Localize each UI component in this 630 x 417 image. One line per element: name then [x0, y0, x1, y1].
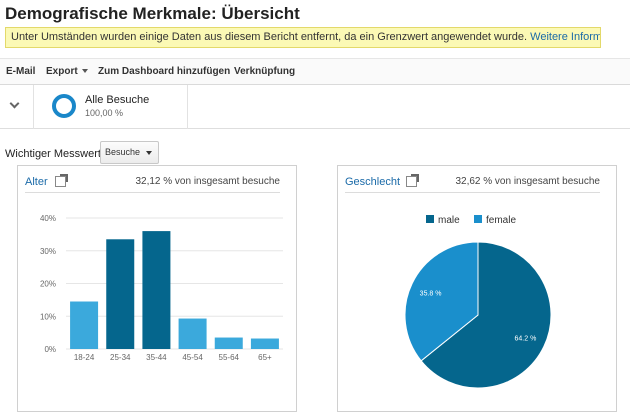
- y-tick-label: 20%: [40, 280, 56, 289]
- bar-55-64: [214, 337, 243, 349]
- x-tick-label: 65+: [258, 353, 272, 362]
- segment-percent: 100,00 %: [85, 108, 124, 118]
- pie-slice-male: [420, 241, 552, 389]
- legend-swatch-male: [426, 215, 434, 223]
- age-bar-chart: 0% 10% 20% 30% 40% 18-24 25-34 35-44 45-54 55-64 6…: [40, 214, 283, 362]
- metric-select[interactable]: Besuche: [100, 141, 159, 164]
- segment-toggle-button[interactable]: [0, 85, 34, 129]
- email-button[interactable]: E-Mail: [6, 66, 36, 77]
- x-tick-label: 45-54: [182, 353, 203, 362]
- add-to-dashboard-button[interactable]: Zum Dashboard hinzufügen: [98, 66, 231, 77]
- bar-18-24: [70, 301, 99, 349]
- export-label: Export: [46, 66, 78, 77]
- age-panel: Alter 32,12 % von insgesamt besuche 0% 10…: [17, 165, 297, 412]
- external-link-icon[interactable]: [55, 174, 68, 187]
- age-panel-title[interactable]: Alter: [25, 176, 48, 188]
- bar-35-44: [142, 231, 171, 349]
- y-tick-label: 0%: [44, 345, 56, 354]
- y-tick-label: 40%: [40, 214, 56, 223]
- metric-selected-value: Besuche: [105, 147, 141, 157]
- panel-divider: [345, 192, 600, 193]
- x-tick-label: 55-64: [219, 353, 240, 362]
- shortcut-button[interactable]: Verknüpfung: [234, 66, 296, 77]
- chevron-down-icon: [81, 69, 88, 74]
- gender-panel-title[interactable]: Geschlecht: [345, 176, 401, 188]
- external-link-icon[interactable]: [406, 174, 419, 187]
- threshold-notice: Unter Umständen wurden einige Daten aus …: [5, 27, 601, 48]
- gender-pie-chart: male female 64.2 % 35.8 %: [404, 215, 552, 389]
- legend-swatch-female: [474, 215, 482, 223]
- pie-slice-female: [404, 241, 479, 362]
- chevron-down-icon: [9, 98, 20, 109]
- export-button[interactable]: Export: [46, 66, 88, 77]
- x-tick-label: 18-24: [74, 353, 95, 362]
- segment-name: Alle Besuche: [85, 94, 150, 106]
- page-title: Demografische Merkmale: Übersicht: [5, 4, 300, 23]
- x-tick-label: 25-34: [110, 353, 131, 362]
- pie-data-label-male: 64.2 %: [515, 336, 537, 343]
- notice-text: Unter Umständen wurden einige Daten aus …: [11, 31, 528, 43]
- gender-panel: Geschlecht 32,62 % von insgesamt besuche…: [337, 165, 617, 412]
- x-tick-label: 35-44: [146, 353, 167, 362]
- panel-divider: [25, 192, 280, 193]
- age-panel-stat: 32,12 % von insgesamt besuche: [135, 176, 280, 187]
- bar-45-54: [178, 318, 207, 349]
- bar-25-34: [106, 239, 135, 349]
- segment-all-visits[interactable]: Alle Besuche 100,00 %: [34, 85, 188, 129]
- segment-donut-icon: [52, 94, 76, 118]
- segment-row: Alle Besuche 100,00 %: [0, 85, 630, 129]
- pie-data-label-female: 35.8 %: [420, 290, 442, 297]
- legend-label-female: female: [486, 215, 516, 226]
- metric-label: Wichtiger Messwert:: [5, 148, 105, 160]
- y-tick-label: 10%: [40, 312, 56, 321]
- report-toolbar: E-Mail Export Zum Dashboard hinzufügen V…: [0, 58, 630, 85]
- y-tick-label: 30%: [40, 247, 56, 256]
- legend-label-male: male: [438, 215, 460, 226]
- bar-65+: [250, 338, 279, 349]
- more-info-link[interactable]: Weitere Informationen: [530, 31, 601, 43]
- chevron-down-icon: [146, 151, 152, 155]
- gender-panel-stat: 32,62 % von insgesamt besuche: [455, 176, 600, 187]
